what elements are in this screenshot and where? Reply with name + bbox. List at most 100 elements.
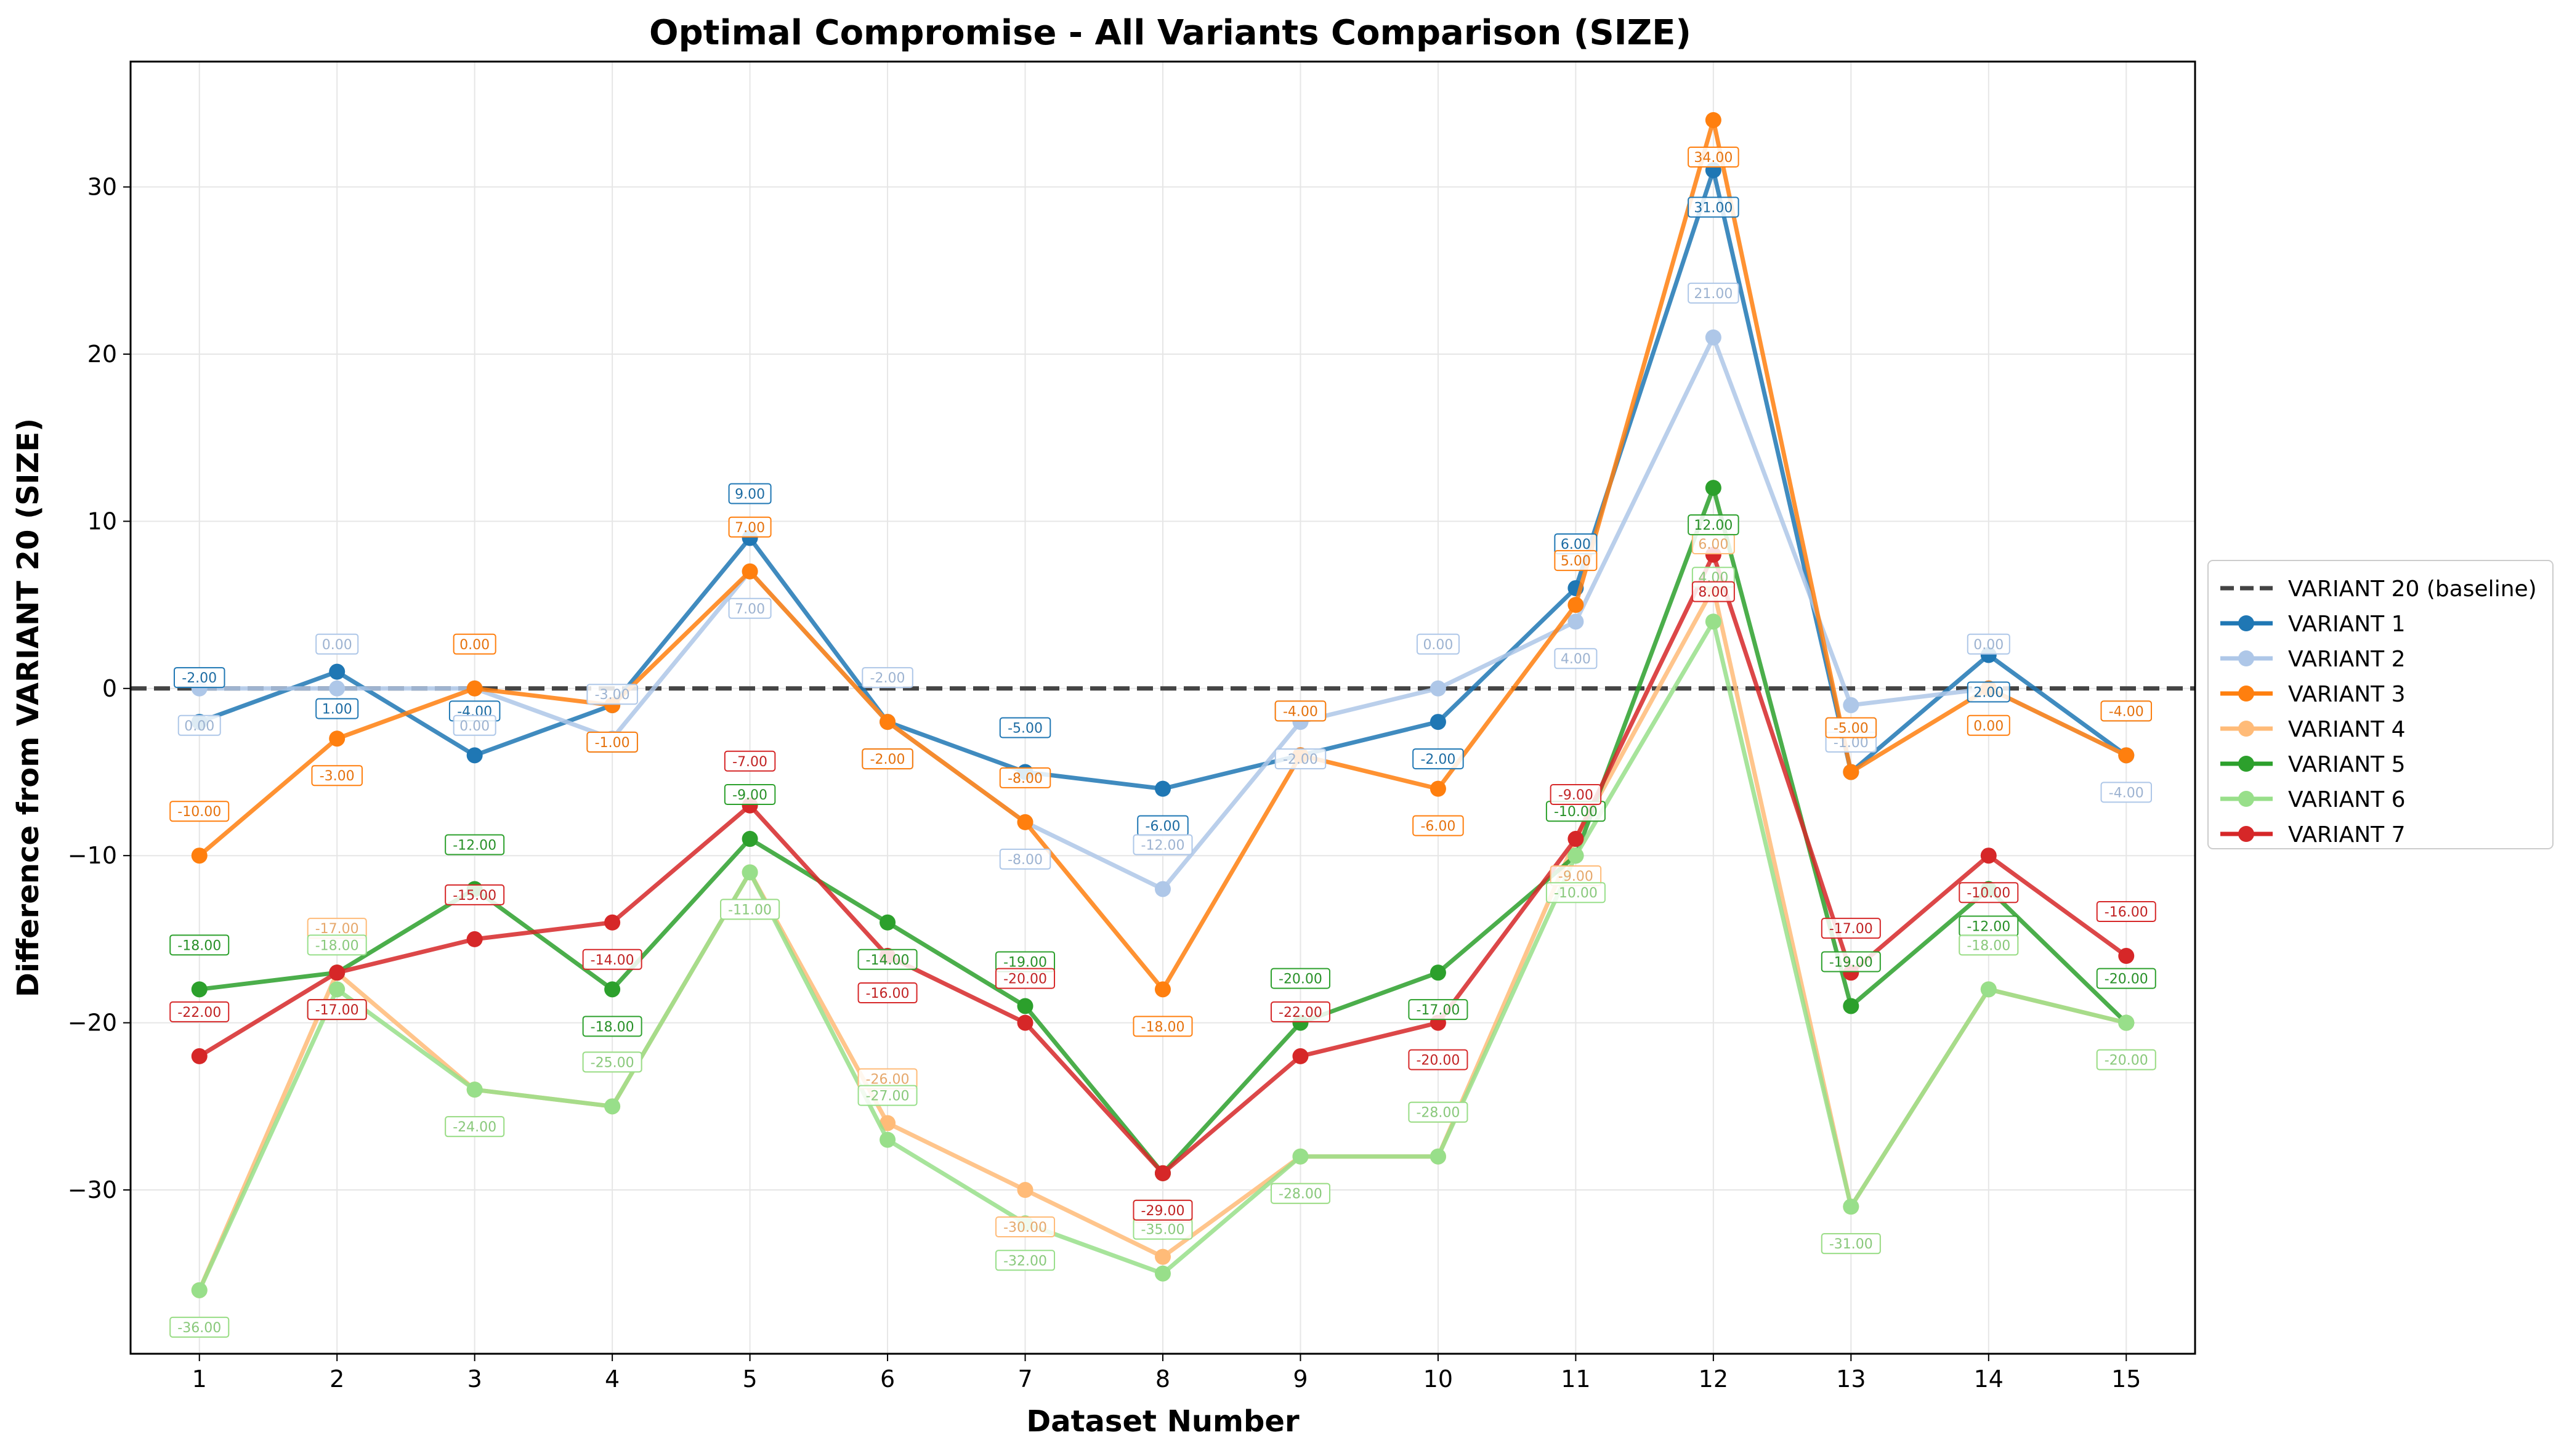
legend-entry: VARIANT 20 (baseline)	[2220, 576, 2537, 602]
data-label-box	[1408, 1101, 1468, 1123]
data-label-text: -12.00	[453, 838, 496, 853]
data-label-text: -10.00	[1967, 886, 2010, 901]
data-label-box	[1133, 1199, 1193, 1221]
data-label: 8.00	[1691, 581, 1735, 602]
data-label-text: -19.00	[1829, 955, 1873, 970]
data-label: -18.00	[582, 1016, 642, 1037]
data-label: 5.00	[1554, 550, 1598, 572]
data-label: -4.00	[2100, 700, 2153, 722]
data-label: -2.00	[862, 667, 913, 689]
data-label: -17.00	[1408, 999, 1468, 1021]
data-label-box	[173, 667, 225, 689]
data-label-box	[445, 1116, 505, 1138]
y-tick-label: 10	[87, 508, 117, 535]
y-tick-label: 30	[87, 174, 117, 201]
data-point	[466, 747, 483, 764]
x-tick-label: 14	[1974, 1365, 2004, 1393]
data-label: -12.00	[1133, 834, 1193, 855]
data-label: -16.00	[2096, 901, 2156, 923]
data-label-text: -20.00	[2105, 1053, 2148, 1069]
data-label-box	[315, 633, 359, 655]
data-label-box	[995, 968, 1056, 989]
data-label: -20.00	[2096, 1049, 2156, 1070]
data-label-box	[728, 483, 772, 504]
data-label-text: -4.00	[2109, 785, 2144, 801]
data-label-text: -17.00	[1416, 1003, 1460, 1018]
x-tick-label: 11	[1561, 1365, 1590, 1393]
data-label-box	[1821, 951, 1881, 973]
data-label-text: -14.00	[591, 953, 634, 968]
data-label-text: -18.00	[315, 938, 359, 953]
y-tick-label: −10	[68, 842, 117, 869]
data-label-text: 2.00	[1973, 686, 2004, 701]
legend-entry: VARIANT 5	[2220, 752, 2405, 777]
data-label-box	[1688, 282, 1739, 304]
y-tick-label: −30	[68, 1176, 117, 1203]
data-label-text: -8.00	[1008, 771, 1043, 787]
x-tick-label: 8	[1155, 1365, 1170, 1393]
data-label: -3.00	[586, 684, 638, 705]
data-label: 0.00	[177, 714, 221, 736]
y-tick-label: −20	[68, 1009, 117, 1037]
y-axis-label: Difference from VARIANT 20 (SIZE)	[11, 418, 46, 997]
x-tick-label: 12	[1699, 1365, 1728, 1393]
legend-marker	[2238, 791, 2254, 807]
data-label-box	[1550, 784, 1602, 806]
data-label: 2.00	[1967, 681, 2010, 703]
data-label: 7.00	[728, 597, 772, 619]
data-label-box	[445, 884, 505, 905]
data-point	[1567, 613, 1584, 630]
data-label-box	[1408, 1049, 1468, 1070]
data-label: -8.00	[999, 848, 1051, 870]
data-label: -22.00	[169, 1001, 230, 1022]
data-label-text: -20.00	[1003, 972, 1047, 987]
data-point	[1017, 814, 1033, 830]
data-label: -2.00	[862, 748, 913, 770]
data-label: -5.00	[1825, 717, 1877, 738]
data-label-text: 0.00	[1423, 637, 1453, 653]
legend-label: VARIANT 20 (baseline)	[2288, 576, 2537, 602]
x-tick-label: 2	[330, 1365, 344, 1393]
data-point	[1980, 847, 1997, 864]
data-label-box	[999, 767, 1051, 788]
data-label-text: -28.00	[1279, 1187, 1322, 1202]
data-label-box	[169, 1316, 230, 1338]
x-tick-label: 7	[1017, 1365, 1032, 1393]
data-point	[742, 864, 758, 881]
legend-marker	[2238, 615, 2254, 631]
data-label-box	[1825, 717, 1877, 738]
data-label-box	[999, 848, 1051, 870]
data-point	[880, 1131, 896, 1148]
data-labels: -2.00 1.00 -4.00 -1.00 9.00 -2.00 -5.00 -6.00 -4…	[169, 146, 2156, 1338]
legend-label: VARIANT 6	[2288, 787, 2405, 812]
legend-entry: VARIANT 6	[2220, 787, 2405, 812]
data-label-box	[1270, 968, 1330, 989]
data-label-text: -6.00	[1420, 819, 1455, 835]
data-label-box	[307, 934, 367, 956]
data-label-box	[1408, 999, 1468, 1021]
data-label-text: -24.00	[453, 1120, 496, 1135]
data-label: 0.00	[1967, 714, 2010, 736]
data-label: -11.00	[720, 899, 780, 920]
data-label-box	[1691, 581, 1735, 602]
data-label: -1.00	[586, 731, 638, 753]
legend-marker	[2238, 650, 2254, 666]
data-label-text: 6.00	[1698, 537, 1728, 552]
data-label-text: -2.00	[1420, 752, 1455, 767]
data-point	[1430, 1148, 1446, 1165]
data-label-text: -31.00	[1829, 1237, 1873, 1252]
data-label: -9.00	[724, 784, 776, 806]
legend-label: VARIANT 7	[2288, 822, 2405, 847]
data-label-text: 12.00	[1694, 518, 1733, 533]
data-label-box	[311, 765, 363, 787]
data-label-box	[1688, 514, 1739, 536]
data-label: -7.00	[724, 750, 776, 772]
data-point	[2118, 747, 2135, 764]
data-label: -9.00	[1550, 784, 1602, 806]
data-label: -35.00	[1133, 1218, 1193, 1240]
data-label-text: 0.00	[322, 637, 352, 653]
data-label: 0.00	[1416, 633, 1460, 655]
data-point	[1843, 764, 1859, 780]
data-label: -32.00	[995, 1250, 1056, 1271]
data-label-text: 21.00	[1694, 286, 1733, 302]
